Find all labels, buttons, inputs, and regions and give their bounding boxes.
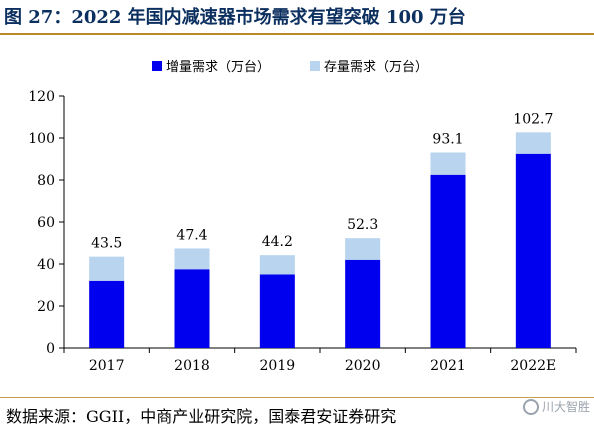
data-labels: 43.5 47.4 44.2 52.3 93.1 102.7 [91, 111, 553, 251]
source-divider [0, 397, 594, 398]
total-label: 43.5 [91, 236, 122, 252]
watermark-logo-icon [522, 398, 539, 415]
watermark: 川大智胜 [522, 398, 590, 415]
legend-label: 增量需求（万台） [166, 60, 270, 75]
total-label: 102.7 [513, 111, 553, 127]
legend-label: 存量需求（万台） [324, 60, 428, 75]
source-note: 数据来源：GGII，中商产业研究院，国泰君安证券研究 [6, 407, 397, 426]
y-tick-label: 120 [28, 89, 55, 105]
x-axis: 2017 2018 2019 2020 2021 2022E [63, 347, 577, 374]
total-label: 52.3 [347, 217, 378, 233]
bar-stock [345, 238, 381, 260]
x-tick-label: 2020 [345, 358, 381, 374]
bar-increment [345, 259, 381, 348]
x-tick-label: 2022E [510, 358, 556, 374]
bar-increment [89, 280, 125, 348]
y-tick-label: 100 [28, 131, 55, 147]
y-tick-label: 60 [37, 215, 55, 231]
total-label: 93.1 [432, 131, 463, 147]
legend-swatch [310, 61, 320, 71]
y-tick-label: 0 [46, 341, 55, 357]
bar-increment [515, 153, 551, 348]
title-divider [0, 33, 594, 35]
bar-stock [174, 248, 210, 270]
x-tick-label: 2017 [89, 358, 125, 374]
bar-stock [515, 132, 551, 154]
bar-stock [430, 152, 466, 175]
y-tick-label: 80 [37, 173, 55, 189]
x-tick-label: 2018 [174, 358, 210, 374]
bar-increment [259, 274, 295, 348]
bar-stock [259, 255, 295, 275]
y-axis: 0 20 40 60 80 100 120 [28, 89, 65, 357]
x-tick-label: 2019 [260, 358, 296, 374]
watermark-text: 川大智胜 [541, 400, 590, 414]
y-tick-label: 20 [37, 299, 55, 315]
bar-increment [430, 174, 466, 348]
x-tick-label: 2021 [430, 358, 466, 374]
bar-stock [89, 256, 125, 281]
legend-swatch [152, 61, 162, 71]
total-label: 47.4 [176, 227, 207, 243]
total-label: 44.2 [262, 234, 293, 250]
y-tick-label: 40 [37, 257, 55, 273]
bars [89, 132, 551, 348]
legend: 增量需求（万台） 存量需求（万台） [152, 60, 428, 75]
bar-increment [174, 269, 210, 348]
chart-title: 图 27：2022 年国内减速器市场需求有望突破 100 万台 [4, 7, 466, 28]
